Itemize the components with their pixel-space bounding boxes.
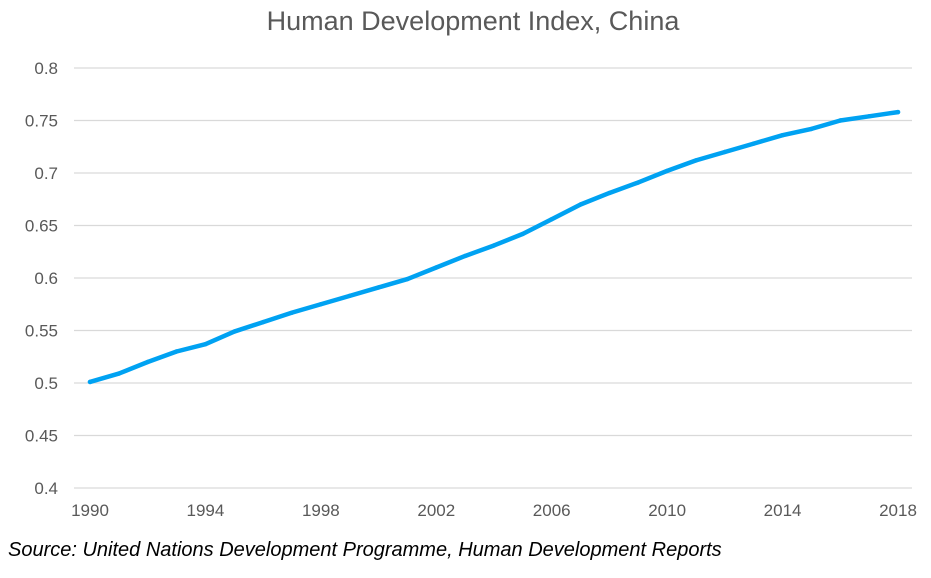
data-point	[751, 141, 756, 146]
data-point	[636, 180, 641, 185]
data-point	[87, 379, 93, 385]
y-tick-label: 0.65	[25, 217, 58, 236]
x-tick-label: 1990	[71, 501, 109, 520]
x-tick-label: 2014	[764, 501, 802, 520]
data-point	[780, 133, 785, 138]
data-point	[376, 285, 381, 290]
x-axis-ticks: 1990 1994 1998 2002 2006 2010 2014 2018	[71, 501, 917, 520]
data-point	[232, 329, 237, 334]
data-point	[664, 168, 670, 174]
x-tick-label: 1994	[187, 501, 225, 520]
data-point	[809, 126, 814, 132]
data-point	[289, 310, 295, 315]
data-point	[722, 149, 728, 155]
data-point	[347, 293, 352, 299]
grid-lines	[74, 67, 912, 489]
data-point	[260, 319, 266, 325]
data-point	[203, 341, 208, 347]
data-point	[405, 276, 410, 282]
source-note: Source: United Nations Development Progr…	[8, 539, 722, 561]
data-point	[549, 217, 554, 222]
y-tick-label: 0.5	[34, 374, 58, 393]
data-point	[607, 190, 612, 196]
data-point	[174, 349, 179, 354]
y-tick-label: 0.6	[34, 269, 58, 288]
data-point	[520, 231, 526, 237]
x-tick-label: 1998	[302, 501, 340, 520]
data-point	[434, 265, 439, 270]
data-point	[578, 202, 583, 207]
y-tick-label: 0.45	[25, 427, 58, 446]
data-point	[462, 253, 468, 259]
y-axis-ticks: 0.4 0.45 0.5 0.55 0.6 0.65 0.7 0.75 0.8	[25, 59, 58, 498]
data-point	[318, 302, 324, 307]
data-point	[693, 158, 699, 163]
y-tick-label: 0.7	[34, 164, 58, 183]
data-point	[116, 371, 122, 376]
y-tick-label: 0.75	[25, 112, 58, 131]
x-tick-label: 2006	[533, 501, 571, 520]
series-layer	[87, 109, 901, 385]
data-point	[145, 359, 150, 365]
chart-title: Human Development Index, China	[266, 6, 680, 36]
x-tick-label: 2002	[417, 501, 455, 520]
y-tick-label: 0.55	[25, 322, 58, 341]
y-tick-label: 0.4	[34, 479, 58, 498]
data-point	[895, 109, 901, 115]
y-tick-label: 0.8	[34, 59, 58, 78]
data-point	[866, 114, 872, 119]
data-point	[838, 118, 843, 123]
x-tick-label: 2010	[648, 501, 686, 520]
x-tick-label: 2018	[879, 501, 917, 520]
data-point	[491, 243, 497, 248]
